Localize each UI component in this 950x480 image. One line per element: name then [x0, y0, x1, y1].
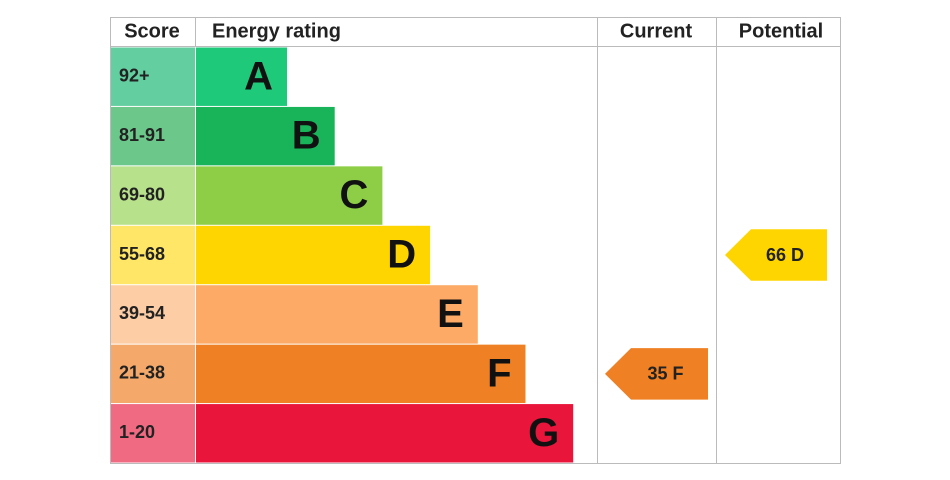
- score-cell: [111, 285, 195, 344]
- score-cell: [111, 344, 195, 404]
- rating-bar: [196, 225, 431, 285]
- score-cell: [111, 404, 195, 463]
- score-label: 92+: [119, 65, 150, 85]
- rating-bar: [196, 47, 287, 106]
- rating-bar: [196, 106, 335, 166]
- rating-bar: [196, 344, 526, 404]
- score-cell: [111, 166, 195, 225]
- current-arrow: [605, 348, 708, 400]
- score-label: 69-80: [119, 184, 165, 204]
- rating-letter: C: [340, 173, 369, 217]
- current-label: 35 F: [647, 364, 683, 384]
- rating-letter: G: [528, 411, 559, 455]
- score-cell: [111, 225, 195, 285]
- rating-bar: [196, 285, 478, 344]
- header: Current: [620, 20, 693, 42]
- header: Score: [124, 20, 180, 42]
- score-label: 81-91: [119, 125, 165, 145]
- rating-letter: F: [487, 351, 511, 395]
- header: Potential: [739, 20, 823, 42]
- score-cell: [111, 47, 195, 106]
- potential-label: 66 D: [766, 245, 804, 265]
- rating-letter: E: [437, 292, 464, 336]
- header: Energy rating: [212, 20, 341, 42]
- rating-bar: [196, 404, 574, 463]
- score-label: 39-54: [119, 303, 165, 323]
- rating-bar: [196, 166, 383, 225]
- score-label: 55-68: [119, 244, 165, 264]
- potential-arrow: [725, 229, 827, 281]
- rating-letter: B: [292, 114, 321, 158]
- rating-letter: D: [387, 233, 416, 277]
- score-cell: [111, 106, 195, 166]
- rating-letter: A: [244, 54, 273, 98]
- score-label: 21-38: [119, 363, 165, 383]
- frame: [110, 17, 841, 464]
- score-label: 1-20: [119, 422, 155, 442]
